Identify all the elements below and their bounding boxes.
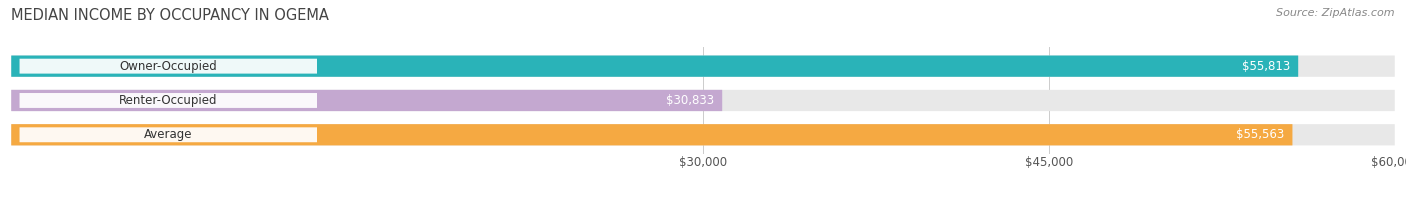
Text: Source: ZipAtlas.com: Source: ZipAtlas.com	[1277, 8, 1395, 18]
FancyBboxPatch shape	[11, 56, 1395, 77]
Text: $30,833: $30,833	[666, 94, 714, 107]
FancyBboxPatch shape	[20, 59, 316, 74]
Text: Renter-Occupied: Renter-Occupied	[120, 94, 218, 107]
FancyBboxPatch shape	[11, 90, 723, 111]
Text: Owner-Occupied: Owner-Occupied	[120, 60, 217, 73]
FancyBboxPatch shape	[20, 93, 316, 108]
Text: Average: Average	[143, 128, 193, 141]
FancyBboxPatch shape	[11, 90, 1395, 111]
Text: $55,563: $55,563	[1236, 128, 1284, 141]
FancyBboxPatch shape	[11, 124, 1292, 145]
FancyBboxPatch shape	[11, 124, 1395, 145]
FancyBboxPatch shape	[20, 127, 316, 142]
FancyBboxPatch shape	[11, 56, 1298, 77]
Text: MEDIAN INCOME BY OCCUPANCY IN OGEMA: MEDIAN INCOME BY OCCUPANCY IN OGEMA	[11, 8, 329, 23]
Text: $55,813: $55,813	[1241, 60, 1289, 73]
